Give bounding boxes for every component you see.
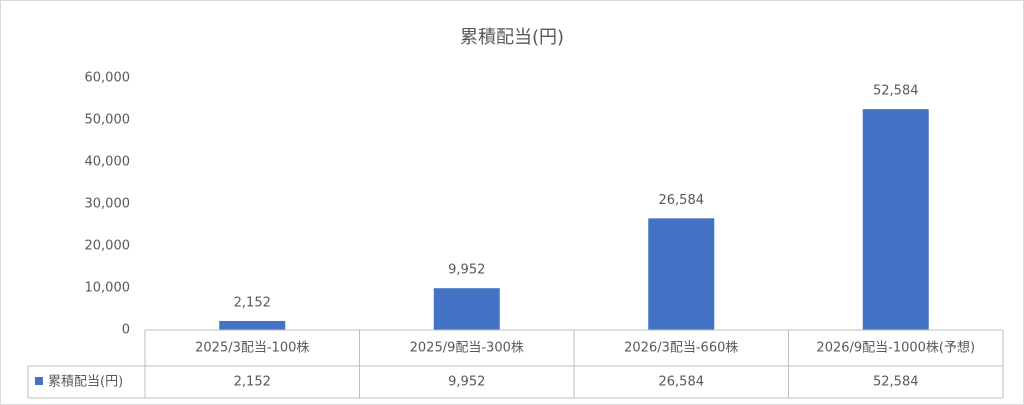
data-label: 26,584 [659,193,705,208]
y-tick-label: 60,000 [85,71,131,86]
y-tick-label: 40,000 [85,155,131,170]
chart-title: 累積配当(円) [460,27,564,48]
legend-swatch [35,377,43,385]
legend-label: 累積配当(円) [48,375,123,390]
table-value: 26,584 [659,375,705,390]
x-tick-label: 2025/3配当-100株 [195,341,309,356]
bar [433,288,500,330]
data-label: 9,952 [448,263,485,278]
y-tick-label: 50,000 [85,113,131,128]
bar [648,218,715,330]
table-value: 2,152 [234,375,271,390]
table-value: 9,952 [448,375,485,390]
y-tick-label: 10,000 [85,281,131,296]
data-label: 2,152 [234,295,271,310]
x-tick-label: 2026/3配当-660株 [624,341,738,356]
table-value: 52,584 [873,375,919,390]
bar [219,320,286,330]
y-tick-label: 30,000 [85,197,131,212]
x-tick-label: 2026/9配当-1000株(予想) [816,340,975,356]
data-label: 52,584 [873,84,919,99]
y-tick-label: 20,000 [85,239,131,254]
y-tick-label: 0 [122,323,130,338]
bar [862,109,929,330]
x-tick-label: 2025/9配当-300株 [410,341,524,356]
